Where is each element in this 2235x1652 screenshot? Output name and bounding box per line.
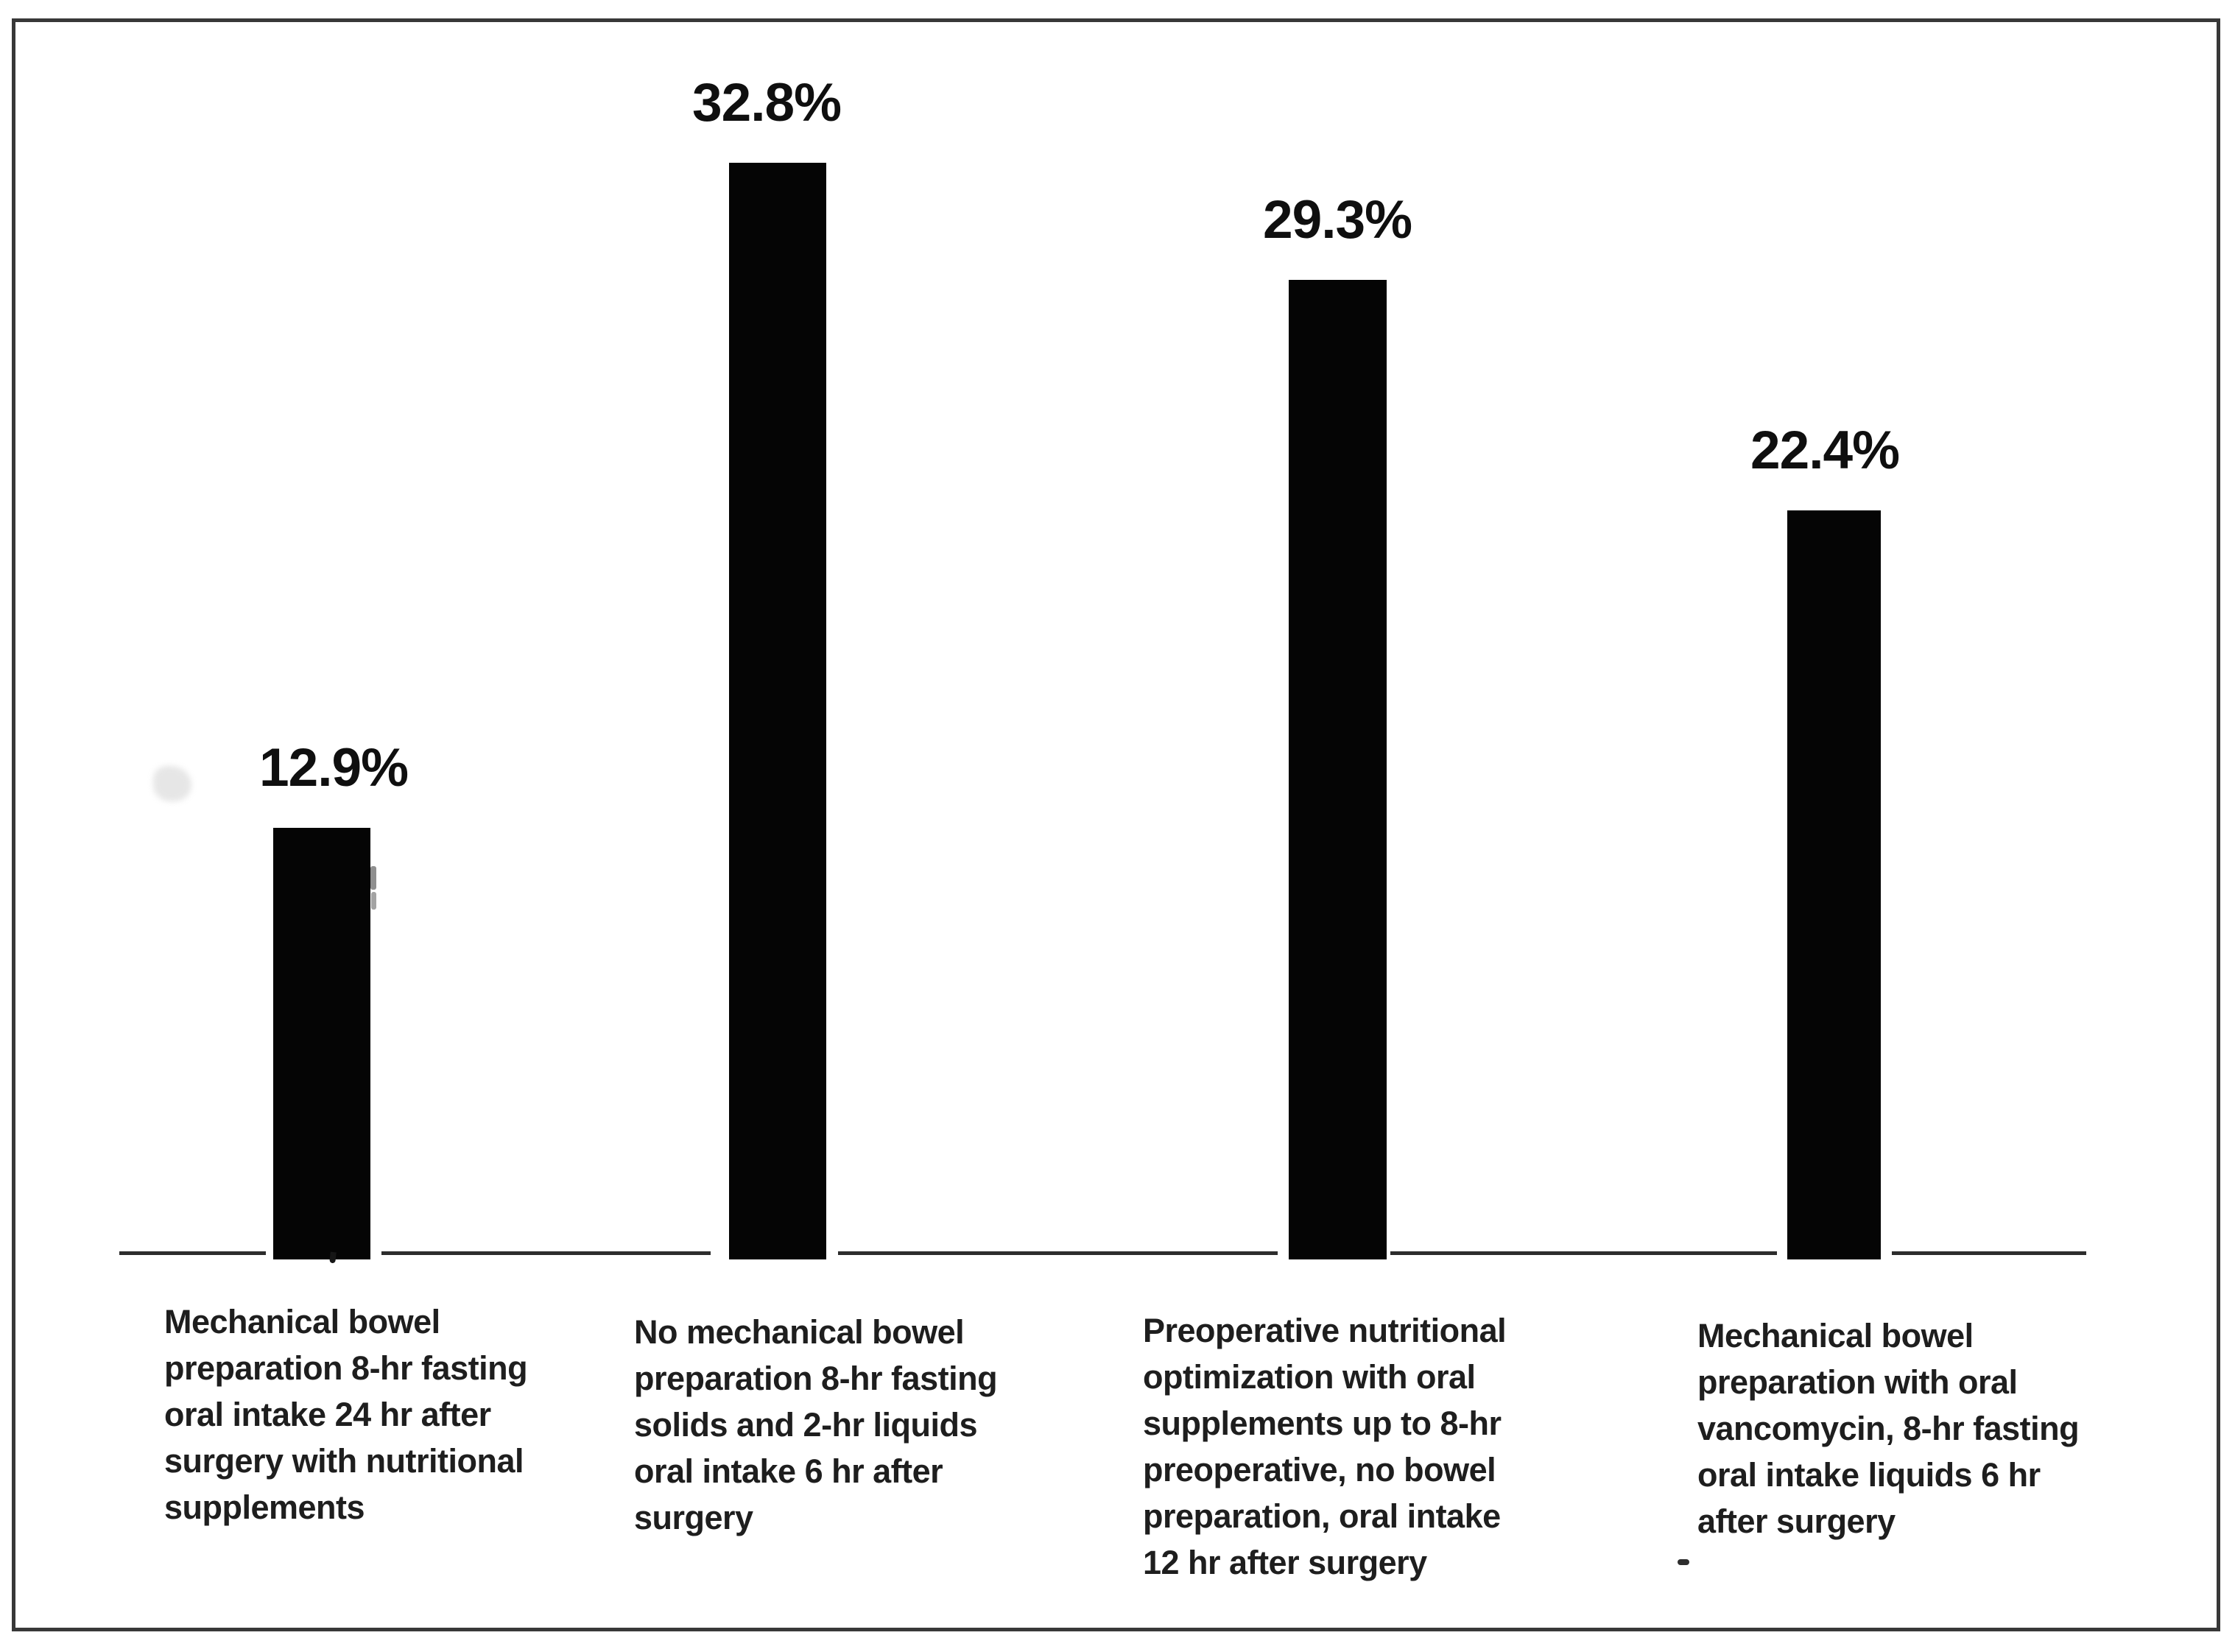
bar-mbp-oral-vancomycin — [1787, 510, 1881, 1259]
x-axis-segment-2 — [381, 1251, 711, 1255]
category-label-1: Mechanical bowel preparation 8-hr fastin… — [164, 1303, 528, 1526]
bar-edge-artifact — [370, 866, 376, 890]
bar-no-mbp — [729, 163, 826, 1259]
x-axis-segment-4 — [1390, 1251, 1777, 1255]
figure-border — [12, 18, 2220, 1631]
category-label-4: Mechanical bowel preparation with oral v… — [1697, 1317, 2080, 1540]
bar-edge-artifact — [371, 892, 376, 910]
category-label-2: No mechanical bowel preparation 8-hr fas… — [634, 1313, 998, 1536]
bar-value-label-4: 22.4% — [1750, 421, 1900, 480]
bar-value-label-2: 32.8% — [692, 73, 842, 133]
bar-value-label-3: 29.3% — [1263, 190, 1412, 250]
scan-smudge-artifact — [153, 766, 191, 801]
x-axis-segment-1 — [119, 1251, 266, 1255]
category-label-3: Preoperative nutritional optimization wi… — [1143, 1312, 1507, 1581]
x-axis-segment-3 — [838, 1251, 1278, 1255]
stray-dash-artifact — [1678, 1559, 1689, 1565]
bar-mbp-nutritional-supplements — [273, 828, 370, 1259]
bar-preop-nutritional-optimization — [1289, 280, 1387, 1259]
bar-value-label-1: 12.9% — [259, 738, 409, 798]
x-axis-segment-5 — [1892, 1251, 2086, 1255]
